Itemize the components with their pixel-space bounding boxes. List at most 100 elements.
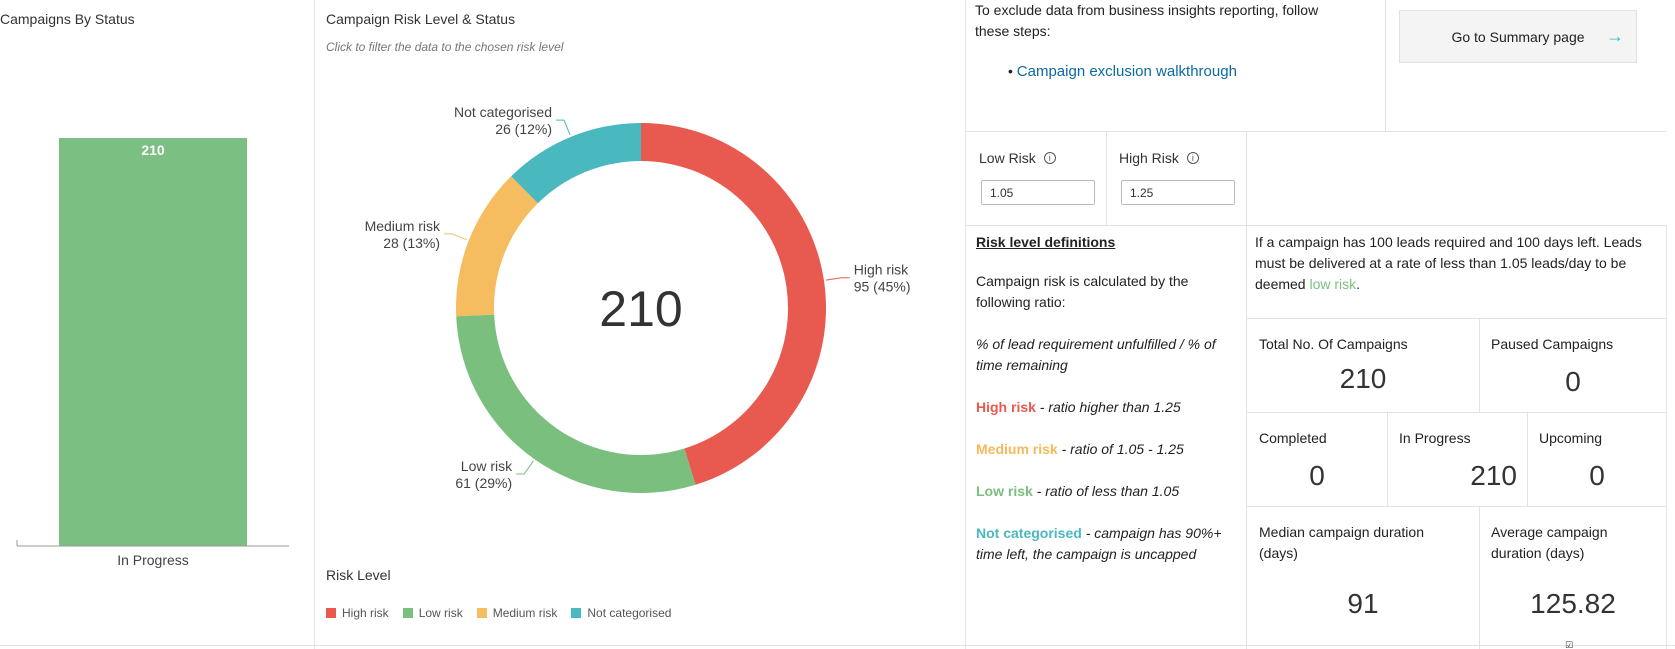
x-tick-label: In Progress bbox=[117, 552, 189, 568]
definition-low: Low risk - ratio of less than 1.05 bbox=[976, 481, 1236, 502]
divider bbox=[1666, 225, 1667, 649]
median-duration-label: Median campaign duration (days) bbox=[1259, 524, 1424, 561]
divider bbox=[1246, 131, 1247, 649]
exclusion-text: To exclude data from business insights r… bbox=[975, 0, 1375, 42]
exclusion-line-1: To exclude data from business insights r… bbox=[975, 2, 1319, 18]
go-to-summary-button[interactable]: Go to Summary page → bbox=[1399, 10, 1637, 63]
definitions-intro: Campaign risk is calculated by the follo… bbox=[976, 273, 1189, 310]
leader-line bbox=[444, 233, 468, 241]
high-risk-threshold-input[interactable] bbox=[1121, 180, 1235, 205]
total-campaigns-value: 210 bbox=[1339, 363, 1387, 394]
status-bar-chart: 210 In Progress bbox=[16, 138, 289, 568]
definition-high: High risk - ratio higher than 1.25 bbox=[976, 397, 1236, 418]
legend-item-low-risk[interactable]: Low risk bbox=[402, 606, 463, 620]
info-icon[interactable]: i bbox=[1186, 152, 1199, 164]
legend-item-medium-risk[interactable]: Medium risk bbox=[476, 606, 558, 620]
example-text: If a campaign has 100 leads required and… bbox=[1255, 232, 1665, 295]
slice-name-label: Not categorised bbox=[454, 104, 552, 120]
bar[interactable] bbox=[59, 138, 247, 546]
high-risk-label: High Risk i bbox=[1119, 150, 1199, 166]
leader-line bbox=[556, 119, 571, 136]
divider bbox=[1385, 0, 1386, 131]
medium-risk-desc: - ratio of 1.05 - 1.25 bbox=[1057, 441, 1184, 457]
legend-item-not-categorised[interactable]: Not categorised bbox=[571, 606, 671, 620]
low-risk-threshold-input[interactable] bbox=[981, 180, 1095, 205]
not-categorised-swatch bbox=[571, 608, 582, 618]
divider bbox=[1247, 412, 1667, 413]
arrow-right-icon: → bbox=[1606, 26, 1624, 46]
definitions-heading: Risk level definitions bbox=[976, 234, 1116, 250]
example-end: . bbox=[1356, 276, 1361, 292]
low-risk-label: Low Risk i bbox=[979, 150, 1056, 166]
not-categorised-desc: - campaign has 90%+ time left, the campa… bbox=[976, 525, 1222, 562]
leader-line bbox=[825, 277, 850, 281]
slice-value-label: 61 (29%) bbox=[455, 475, 512, 491]
high-risk-term: High risk bbox=[976, 399, 1036, 415]
leader-line bbox=[516, 460, 534, 475]
divider bbox=[966, 131, 1666, 132]
low-risk-desc: - ratio of less than 1.05 bbox=[1032, 483, 1180, 499]
legend-label: Not categorised bbox=[587, 606, 672, 620]
upcoming-value: 0 bbox=[1589, 460, 1605, 491]
legend-title: Risk Level bbox=[326, 567, 391, 583]
corner-badge: ☑ bbox=[1565, 640, 1574, 649]
divider bbox=[965, 0, 966, 649]
risk-level-definitions: Risk level definitions Campaign risk is … bbox=[976, 232, 1236, 586]
divider bbox=[1106, 131, 1107, 225]
status-chart-title: Campaigns By Status bbox=[0, 11, 135, 27]
upcoming-label: Upcoming bbox=[1539, 430, 1603, 446]
donut-slice[interactable] bbox=[456, 176, 538, 317]
risk-legend: High risk Low risk Medium risk Not categ… bbox=[326, 606, 671, 620]
legend-item-high-risk[interactable]: High risk bbox=[326, 606, 389, 620]
example-body: If a campaign has 100 leads required and… bbox=[1255, 234, 1642, 292]
summary-button-label: Go to Summary page bbox=[1451, 28, 1585, 45]
divider bbox=[314, 0, 315, 649]
exclusion-bullet-item: • Campaign exclusion walkthrough bbox=[1008, 61, 1237, 82]
donut-slice[interactable] bbox=[511, 123, 641, 204]
donut-slice[interactable] bbox=[456, 314, 696, 494]
divider bbox=[1387, 412, 1388, 506]
divider bbox=[1247, 506, 1667, 507]
definition-not-categorised: Not categorised - campaign has 90%+ time… bbox=[976, 523, 1236, 565]
slice-name-label: Medium risk bbox=[365, 218, 441, 234]
divider bbox=[966, 225, 1666, 226]
not-categorised-term: Not categorised bbox=[976, 525, 1082, 541]
divider bbox=[1479, 318, 1480, 412]
risk-chart-subtitle: Click to filter the data to the chosen r… bbox=[326, 40, 564, 54]
in-progress-label: In Progress bbox=[1399, 430, 1471, 446]
slice-name-label: Low risk bbox=[461, 458, 513, 474]
divider bbox=[1247, 318, 1667, 319]
info-icon[interactable]: i bbox=[1043, 152, 1056, 164]
low-risk-term: Low risk bbox=[976, 483, 1033, 499]
divider bbox=[0, 645, 1675, 646]
definitions-ratio: % of lead requirement unfulfilled / % of… bbox=[976, 336, 1216, 373]
slice-value-label: 95 (45%) bbox=[854, 279, 911, 295]
medium-risk-swatch bbox=[476, 608, 487, 618]
in-progress-value: 210 bbox=[1470, 460, 1517, 491]
completed-value: 0 bbox=[1309, 460, 1325, 491]
completed-label: Completed bbox=[1259, 430, 1327, 446]
low-risk-swatch bbox=[402, 608, 413, 618]
average-duration-value: 125.82 bbox=[1530, 588, 1616, 619]
bullet: • bbox=[1008, 63, 1013, 79]
medium-risk-term: Medium risk bbox=[976, 441, 1058, 457]
legend-label: Medium risk bbox=[492, 606, 558, 620]
legend-label: High risk bbox=[342, 606, 389, 620]
exclusion-line-2: these steps: bbox=[975, 23, 1051, 39]
campaign-exclusion-link[interactable]: Campaign exclusion walkthrough bbox=[1016, 63, 1237, 80]
divider bbox=[1527, 412, 1528, 506]
slice-value-label: 28 (13%) bbox=[383, 235, 440, 251]
average-duration-label: Average campaign duration (days) bbox=[1491, 524, 1608, 561]
legend-label: Low risk bbox=[418, 606, 463, 620]
total-campaigns-label: Total No. Of Campaigns bbox=[1259, 336, 1408, 352]
risk-chart-title: Campaign Risk Level & Status bbox=[326, 11, 516, 27]
donut-center-value: 210 bbox=[599, 281, 682, 337]
donut-slice[interactable] bbox=[641, 123, 827, 485]
slice-name-label: High risk bbox=[854, 262, 909, 278]
high-risk-label-text: High Risk bbox=[1119, 150, 1179, 166]
slice-value-label: 26 (12%) bbox=[495, 121, 552, 137]
bar-value-label: 210 bbox=[141, 142, 165, 158]
high-risk-desc: - ratio higher than 1.25 bbox=[1035, 399, 1181, 415]
paused-campaigns-value: 0 bbox=[1565, 366, 1581, 397]
